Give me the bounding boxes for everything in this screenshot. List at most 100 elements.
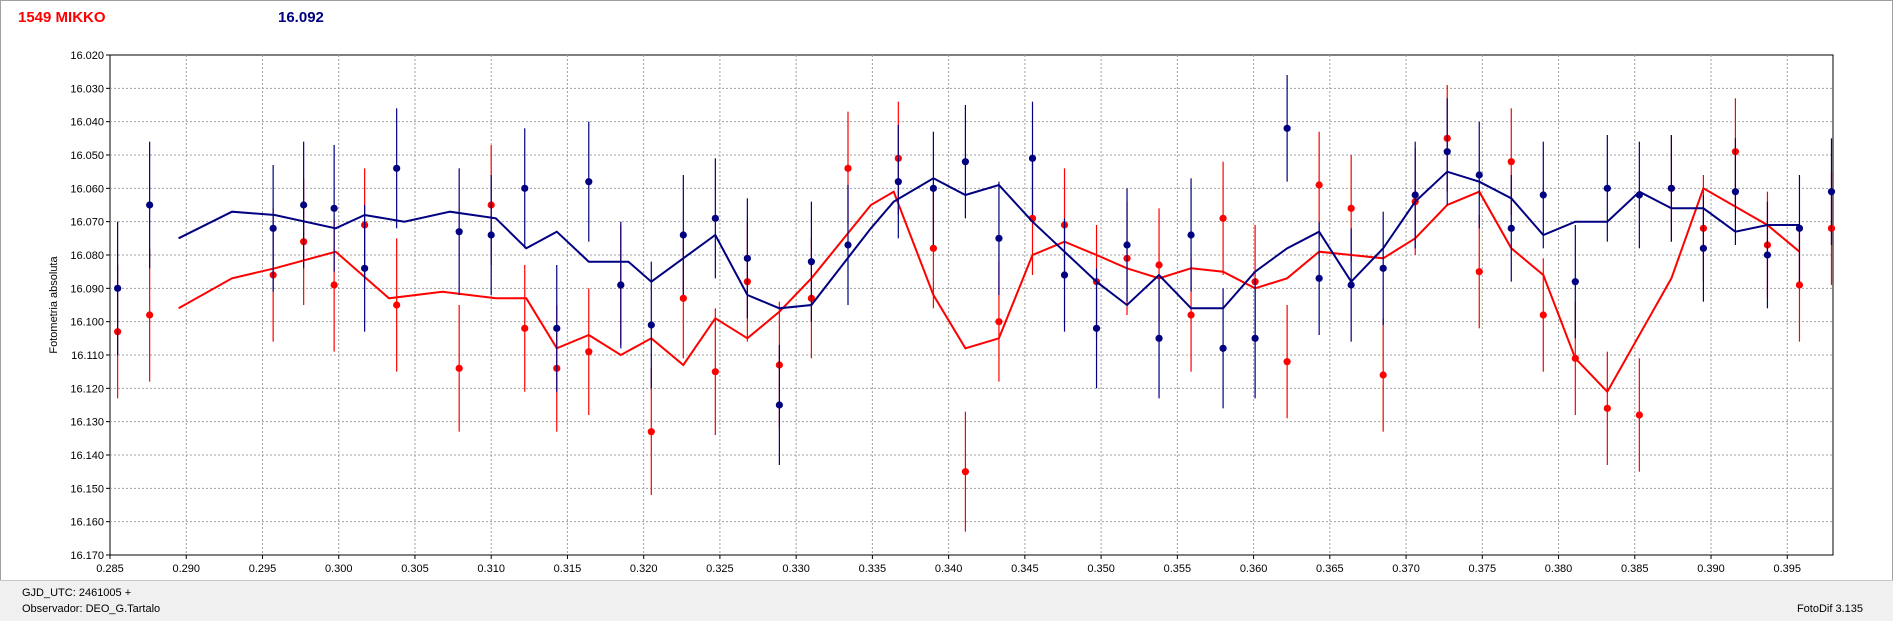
data-point — [1187, 311, 1195, 319]
data-point — [1315, 274, 1323, 282]
data-point — [647, 321, 655, 329]
data-point — [995, 318, 1003, 326]
data-point — [711, 368, 719, 376]
data-point — [1283, 358, 1291, 366]
y-tick-label: 16.080 — [70, 250, 104, 262]
status-footer: GJD_UTC: 2461005 + Observador: DEO_G.Tar… — [0, 580, 1893, 621]
data-point — [1827, 188, 1836, 196]
data-point — [617, 281, 625, 289]
data-point — [1028, 154, 1037, 162]
plot-area — [109, 54, 1834, 556]
data-point — [1667, 184, 1675, 192]
trend-line — [178, 186, 1801, 394]
data-point — [1187, 231, 1195, 239]
y-tick-label: 16.120 — [70, 383, 104, 395]
x-tick-label: 0.340 — [935, 563, 963, 575]
observer-label: Observador: DEO_G.Tartalo — [22, 603, 161, 615]
x-tick-label: 0.290 — [172, 563, 200, 575]
series-blue — [114, 75, 1836, 465]
data-point — [393, 164, 401, 172]
x-tick-label: 0.285 — [96, 563, 124, 575]
data-point — [269, 224, 277, 232]
y-tick-label: 16.050 — [70, 150, 104, 162]
x-tick-label: 0.305 — [401, 563, 429, 575]
series-layer — [114, 75, 1836, 532]
data-point — [679, 294, 687, 302]
x-tick-label: 0.310 — [477, 563, 505, 575]
x-tick-label: 0.385 — [1621, 563, 1649, 575]
data-point — [929, 184, 937, 192]
data-point — [1635, 411, 1643, 419]
y-tick-label: 16.090 — [70, 283, 104, 295]
y-tick-label: 16.170 — [70, 550, 104, 562]
data-point — [146, 311, 154, 319]
data-point — [894, 178, 902, 186]
x-tick-label: 0.330 — [782, 563, 810, 575]
x-tick-label: 0.325 — [706, 563, 734, 575]
data-point — [146, 201, 154, 209]
data-point — [330, 281, 338, 289]
data-point — [1347, 204, 1355, 212]
data-point — [1315, 181, 1323, 189]
object-name-title: 1549 MIKKO — [18, 9, 106, 26]
data-point — [1699, 244, 1707, 252]
data-point — [711, 214, 719, 222]
data-point — [807, 258, 815, 266]
data-point — [1507, 224, 1515, 232]
trend-line — [178, 170, 1800, 310]
x-tick-label: 0.370 — [1392, 563, 1420, 575]
x-tick-label: 0.335 — [859, 563, 887, 575]
data-point — [1347, 281, 1355, 289]
data-point — [1795, 224, 1804, 232]
data-point — [1411, 191, 1419, 199]
data-point — [521, 184, 529, 192]
data-point — [844, 241, 852, 249]
data-point — [1731, 188, 1740, 196]
data-point — [1507, 158, 1515, 166]
data-point — [679, 231, 687, 239]
data-point — [1763, 251, 1772, 259]
x-axis-ticks: 0.285 0.290 0.295 0.300 0.305 0.310 0.315 0.320… — [96, 555, 1801, 575]
data-point — [455, 364, 463, 372]
data-point — [1475, 171, 1483, 179]
data-point — [1379, 371, 1387, 379]
data-point — [961, 158, 970, 166]
data-point — [775, 401, 783, 409]
data-point — [647, 428, 655, 436]
y-tick-label: 16.060 — [70, 183, 104, 195]
lightcurve-chart: 0.285 0.290 0.295 0.300 0.305 0.310 0.315 0.320… — [48, 50, 1836, 575]
data-point — [114, 284, 122, 292]
data-point — [300, 201, 308, 209]
y-tick-label: 16.140 — [70, 450, 104, 462]
data-point — [1060, 271, 1069, 279]
data-point — [1795, 281, 1804, 289]
y-tick-label: 16.070 — [70, 217, 104, 229]
data-point — [743, 254, 751, 262]
data-point — [1539, 311, 1547, 319]
data-point — [1635, 191, 1643, 199]
data-point — [995, 234, 1003, 242]
x-tick-label: 0.365 — [1316, 563, 1344, 575]
x-tick-label: 0.355 — [1164, 563, 1192, 575]
data-point — [1155, 261, 1163, 269]
x-tick-label: 0.295 — [249, 563, 277, 575]
gjd-label: GJD_UTC: 2461005 + — [22, 587, 132, 599]
data-point — [1539, 191, 1547, 199]
x-tick-label: 0.320 — [630, 563, 658, 575]
y-tick-label: 16.130 — [70, 417, 104, 429]
data-point — [521, 324, 529, 332]
y-tick-label: 16.160 — [70, 517, 104, 529]
x-tick-label: 0.300 — [325, 563, 353, 575]
data-point — [1443, 148, 1451, 156]
software-label: FotoDif 3.135 — [1796, 603, 1863, 615]
data-point — [1283, 124, 1291, 132]
y-tick-label: 16.150 — [70, 483, 104, 495]
data-point — [585, 178, 593, 186]
reference-magnitude: 16.092 — [278, 9, 324, 26]
x-tick-label: 0.380 — [1545, 563, 1573, 575]
x-tick-label: 0.360 — [1240, 563, 1268, 575]
data-point — [961, 468, 970, 476]
data-point — [1155, 334, 1163, 342]
data-point — [1379, 264, 1387, 272]
y-tick-label: 16.100 — [70, 317, 104, 329]
